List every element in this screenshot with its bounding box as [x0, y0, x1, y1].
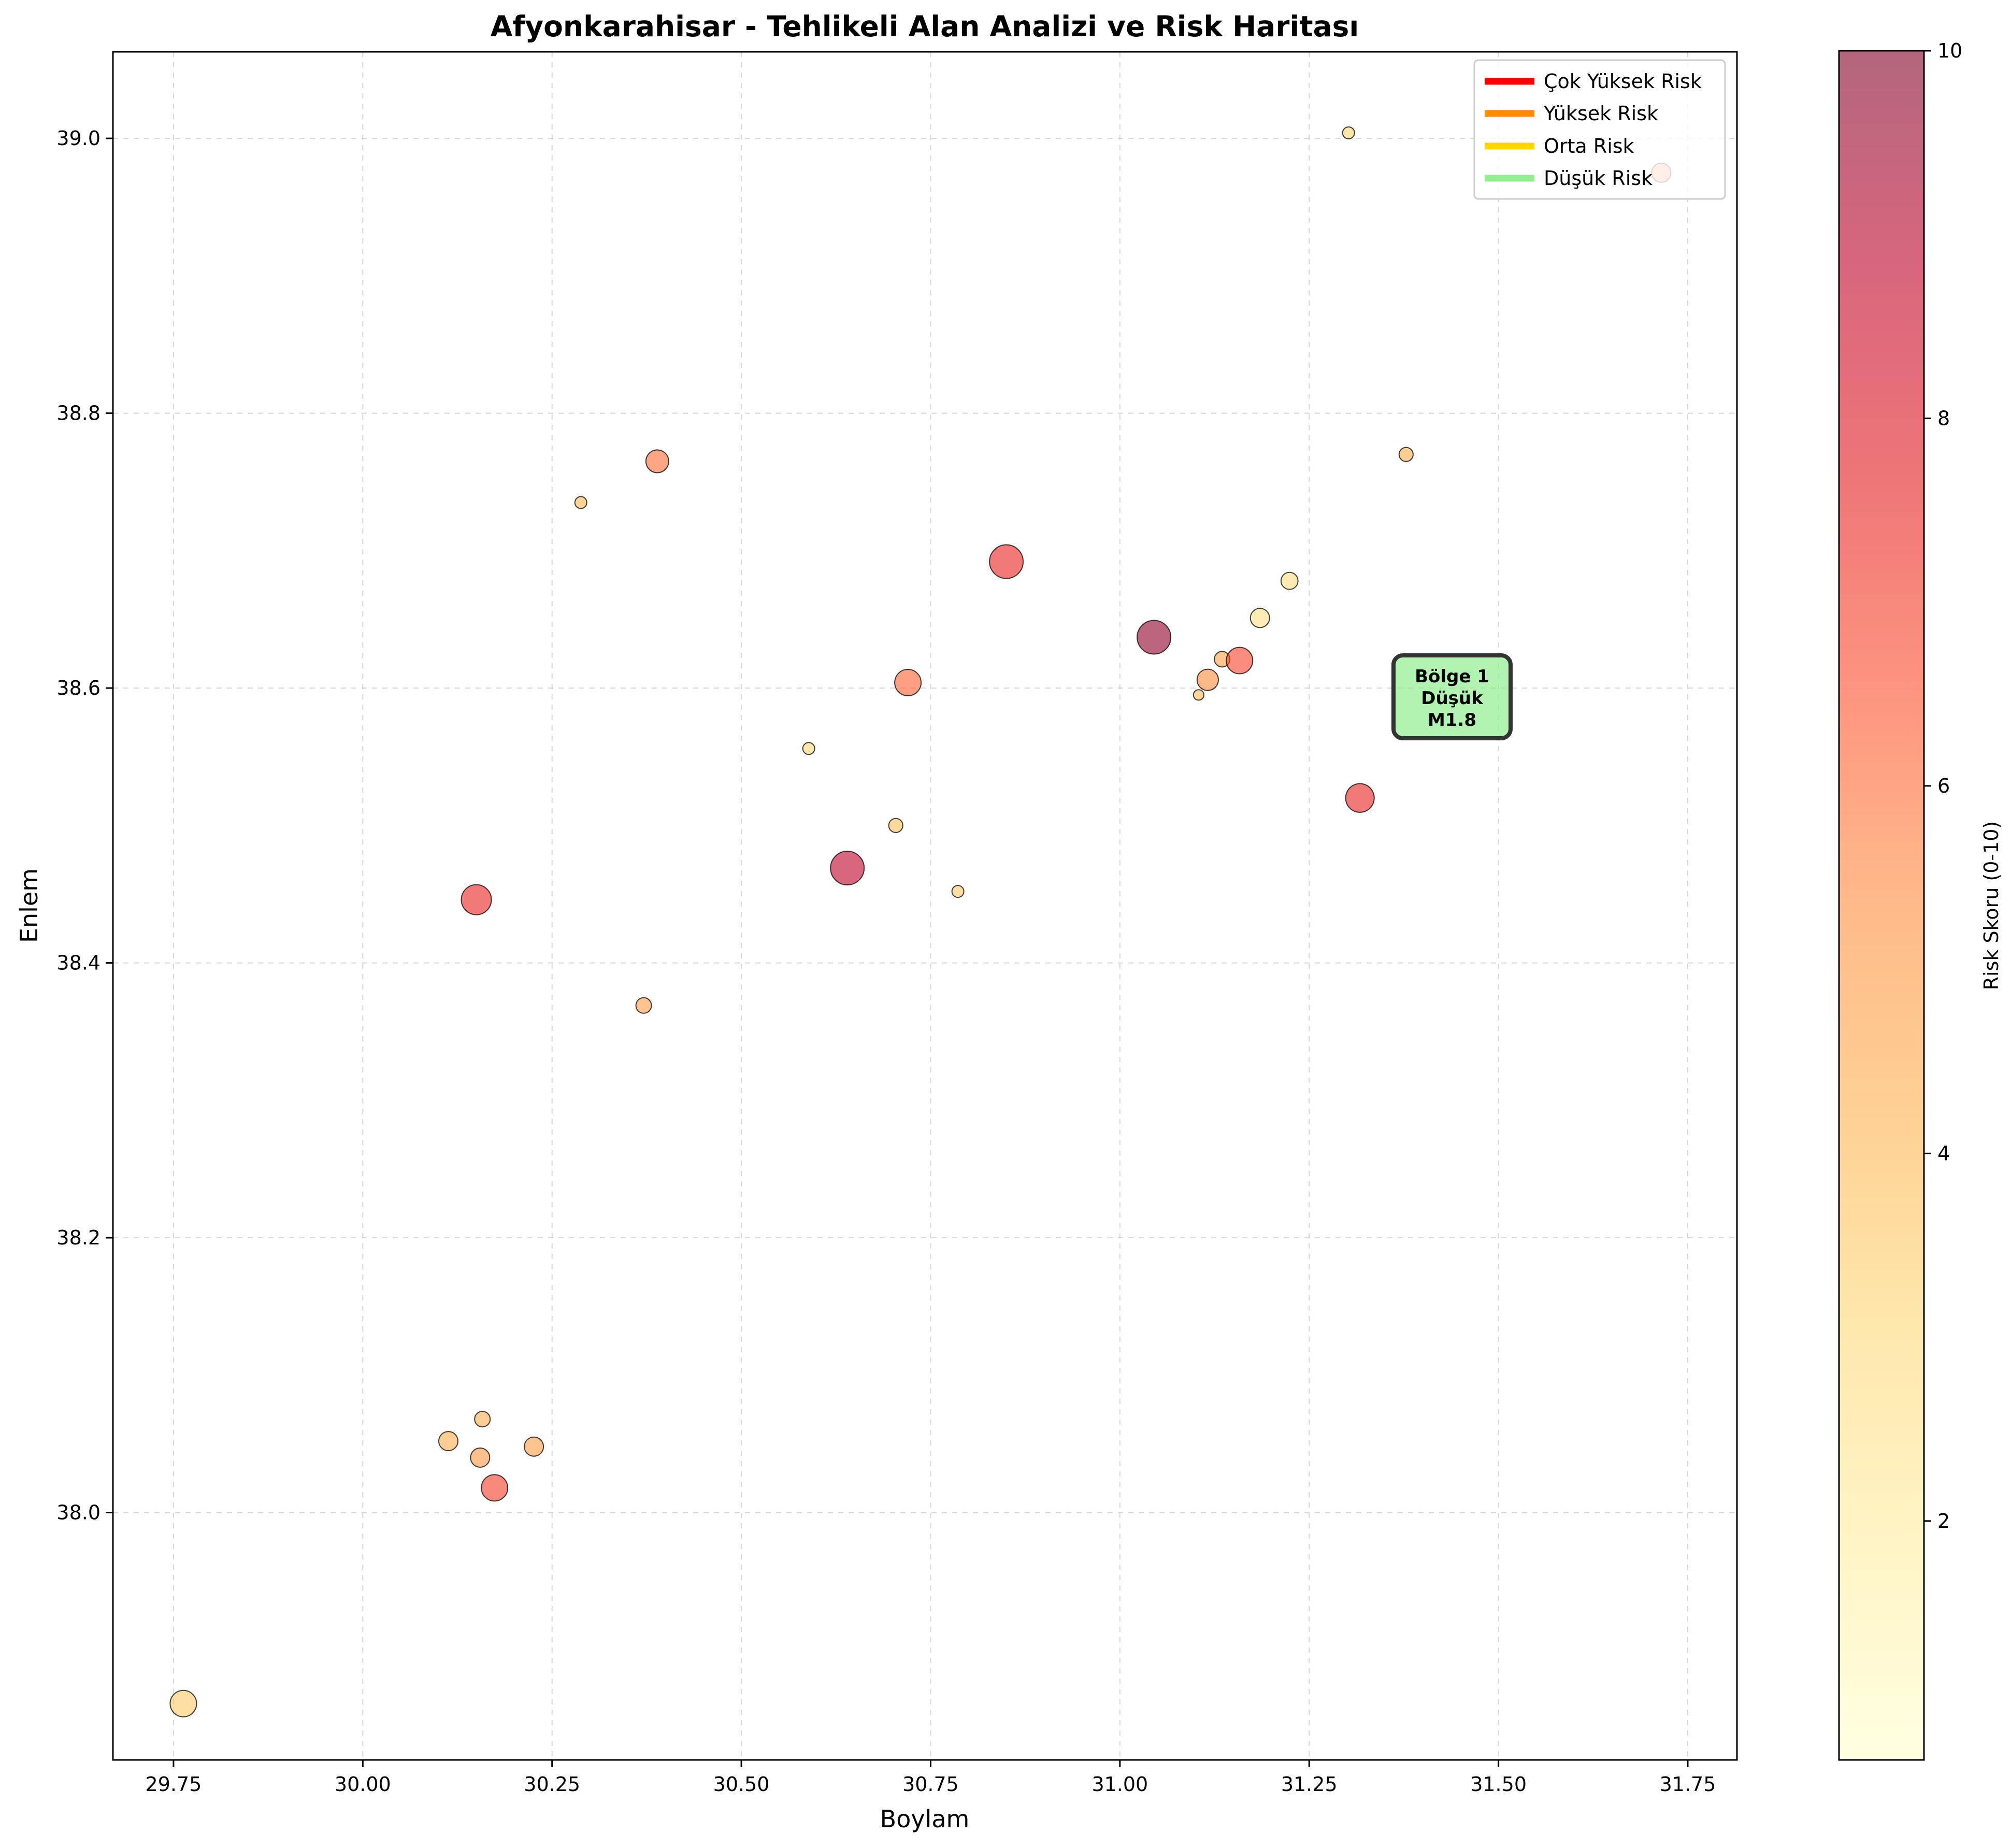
legend-label-high: Yüksek Risk [1543, 102, 1658, 125]
data-point [1193, 689, 1204, 701]
data-point [1137, 620, 1172, 655]
x-tick-label: 29.75 [146, 1773, 202, 1796]
data-point [1280, 571, 1299, 590]
data-point [802, 742, 815, 755]
x-tick-label: 30.50 [713, 1773, 770, 1796]
data-point [1345, 783, 1375, 813]
data-point [1398, 447, 1414, 462]
data-point [1226, 647, 1254, 675]
points-layer [169, 126, 1672, 1717]
data-point [1196, 668, 1219, 691]
data-point [1249, 608, 1270, 628]
annotation-line-2: Düşük [1421, 688, 1484, 709]
data-point [438, 1431, 458, 1452]
colorbar: 2 4 6 8 10 Risk Skoru (0-10) [1838, 39, 2003, 1761]
annotation-line-1: Bölge 1 [1415, 666, 1489, 687]
legend-box [1473, 59, 1726, 200]
colorbar-ticks: 2 4 6 8 10 [1924, 39, 1962, 1532]
x-tick-label: 30.25 [524, 1773, 580, 1796]
grid-layer [113, 52, 1737, 1760]
x-axis-label: Boylam [880, 1805, 970, 1833]
data-point [1342, 126, 1355, 139]
annotation-line-3: M1.8 [1428, 710, 1476, 730]
data-point [888, 818, 903, 833]
annotation-box [1391, 653, 1513, 740]
data-point [989, 544, 1024, 579]
data-point [474, 1411, 491, 1428]
y-axis-ticks: 38.0 38.2 38.4 38.6 38.8 39.0 [56, 127, 113, 1524]
data-point [169, 1689, 197, 1717]
data-point [951, 885, 965, 898]
y-axis-label: Enlem [15, 868, 43, 943]
data-point [894, 668, 922, 696]
x-tick-label: 31.25 [1281, 1773, 1338, 1796]
x-tick-label: 31.00 [1091, 1773, 1148, 1796]
data-point [470, 1447, 491, 1468]
plot-frame [112, 51, 1738, 1761]
data-point [461, 884, 492, 915]
x-tick-label: 31.75 [1660, 1773, 1716, 1796]
data-point [524, 1436, 544, 1457]
colorbar-gradient [1838, 50, 1925, 1761]
y-tick-label: 38.6 [56, 677, 100, 699]
colorbar-tick-label: 10 [1937, 39, 1962, 62]
legend-label-medium: Orta Risk [1544, 135, 1634, 157]
y-tick-label: 38.0 [56, 1501, 100, 1524]
region-annotation: Bölge 1 Düşük M1.8 [1391, 653, 1513, 740]
colorbar-tick-label: 4 [1937, 1142, 1950, 1165]
x-tick-label: 31.50 [1470, 1773, 1527, 1796]
x-tick-label: 30.00 [335, 1773, 391, 1796]
legend-label-low: Düşük Risk [1544, 167, 1653, 190]
data-point [645, 449, 669, 474]
data-point [574, 496, 587, 509]
colorbar-label: Risk Skoru (0-10) [1980, 821, 2003, 991]
data-point [635, 997, 652, 1014]
plot-area [113, 52, 1737, 1760]
y-tick-label: 38.2 [56, 1226, 100, 1249]
legend: Çok Yüksek Risk Yüksek Risk Orta Risk Dü… [1473, 59, 1726, 200]
y-tick-label: 38.4 [56, 952, 100, 975]
x-axis-ticks: 29.75 30.00 30.25 30.50 30.75 31.00 31.25 31.50… [146, 1760, 1716, 1796]
legend-label-very-high: Çok Yüksek Risk [1544, 70, 1702, 93]
data-point [830, 851, 865, 886]
y-tick-label: 39.0 [56, 127, 100, 150]
colorbar-tick-label: 6 [1937, 775, 1950, 797]
colorbar-tick-label: 8 [1937, 407, 1950, 429]
colorbar-tick-label: 2 [1937, 1510, 1950, 1532]
data-point [481, 1474, 509, 1502]
chart-title: Afyonkarahisar - Tehlikeli Alan Analizi … [491, 10, 1359, 43]
x-tick-label: 30.75 [902, 1773, 959, 1796]
y-tick-label: 38.8 [56, 402, 100, 425]
